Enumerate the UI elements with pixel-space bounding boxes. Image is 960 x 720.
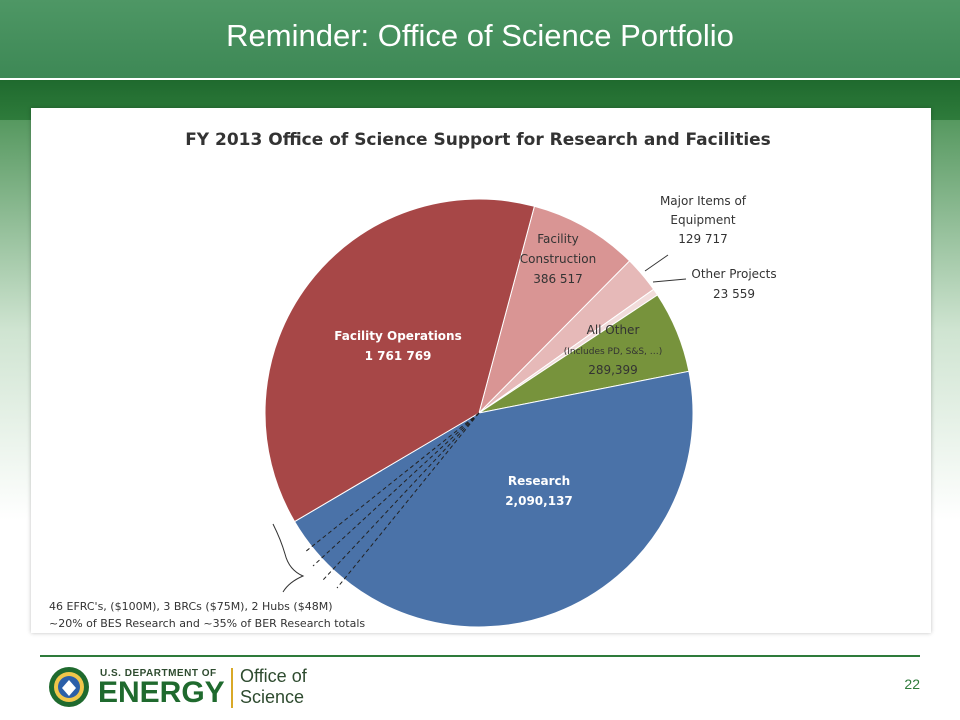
slice-label-research: 2,090,137: [505, 494, 573, 508]
page-number: 22: [904, 676, 920, 692]
slice-label-facility-construction: Facility: [537, 232, 579, 246]
chart-panel: FY 2013 Office of Science Support for Re…: [31, 108, 931, 633]
slice-label-all-other: (Includes PD, S&S, …): [564, 347, 663, 357]
pie-slice-facility-operations: [264, 198, 535, 523]
slice-label-research: Research: [508, 474, 570, 488]
pie-slice-facility-construction: [478, 205, 631, 415]
annotation-brace: [272, 523, 305, 593]
slice-label-all-other: 289,399: [588, 363, 638, 377]
logo-divider: [231, 668, 233, 708]
annotation-line-1: 46 EFRC's, ($100M), 3 BRCs ($75M), 2 Hub…: [49, 600, 332, 613]
leader-line-other-projects: [652, 278, 687, 283]
slice-label-major-items-of-equipment: 129 717: [678, 232, 728, 246]
slice-label-all-other: All Other: [587, 323, 640, 337]
agency-small-text: U.S. DEPARTMENT OF: [100, 668, 217, 679]
doe-seal-icon: [49, 667, 89, 707]
slice-label-other-projects: Other Projects: [691, 267, 776, 281]
slice-label-major-items-of-equipment: Equipment: [670, 213, 735, 227]
agency-big-text: ENERGY: [98, 676, 225, 709]
pie-slices: [264, 198, 694, 628]
office-line-1: Office of: [240, 666, 307, 686]
annotation-dashed-line: [312, 412, 480, 567]
slice-labels: Facility Construction 386 517 Major Items o…: [334, 194, 776, 508]
slice-label-facility-construction: Construction: [520, 252, 596, 266]
slice-label-facility-operations: Facility Operations: [334, 329, 462, 343]
annotation-dashed-line: [336, 412, 480, 589]
slice-label-other-projects: 23 559: [713, 287, 755, 301]
leader-line-major-items-of-equipment: [644, 254, 669, 272]
pie-slice-research: [293, 370, 694, 628]
slice-label-major-items-of-equipment: Major Items of: [660, 194, 747, 208]
pie-chart: FY 2013 Office of Science Support for Re…: [49, 130, 777, 630]
leader-lines: [304, 254, 687, 589]
title-bar: Reminder: Office of Science Portfolio: [0, 0, 960, 80]
chart-title: FY 2013 Office of Science Support for Re…: [185, 130, 771, 150]
slide-title: Reminder: Office of Science Portfolio: [226, 18, 734, 53]
annotation-dashed-line: [322, 412, 480, 581]
annotation-group: 46 EFRC's, ($100M), 3 BRCs ($75M), 2 Hub…: [49, 523, 365, 630]
footer-rule: [40, 655, 920, 657]
office-line-2: Science: [240, 687, 305, 707]
annotation-dashed-line: [304, 412, 480, 553]
slice-label-facility-construction: 386 517: [533, 272, 583, 286]
doe-office-of-science-logo: U.S. DEPARTMENT OF ENERGY Office of Scie…: [44, 662, 324, 712]
slice-label-facility-operations: 1 761 769: [365, 349, 432, 363]
annotation-line-2: ~20% of BES Research and ~35% of BER Res…: [49, 617, 365, 630]
